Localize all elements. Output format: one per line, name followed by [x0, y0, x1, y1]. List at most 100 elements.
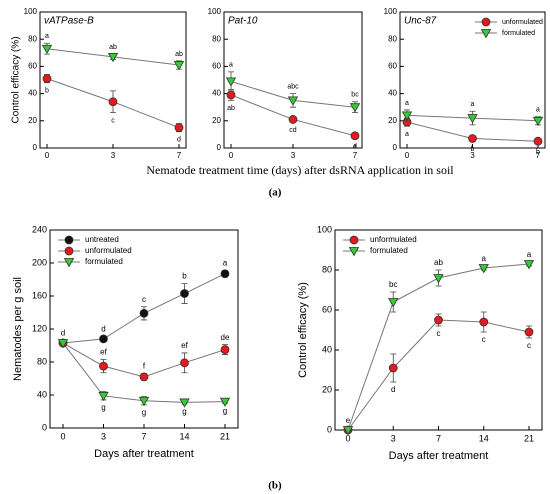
significance-label: a	[405, 131, 409, 138]
significance-label: abc	[287, 83, 299, 90]
marker	[138, 396, 150, 407]
marker	[173, 61, 185, 71]
y-tick-label: 0	[327, 424, 332, 434]
marker	[107, 52, 119, 63]
y-tick-label: 100	[208, 7, 222, 16]
significance-label: e	[346, 416, 351, 425]
significance-label: d	[391, 385, 395, 394]
marker	[98, 391, 109, 402]
x-tick-label: 0	[229, 151, 234, 160]
marker	[180, 358, 189, 368]
marker	[533, 136, 543, 146]
significance-label: a	[405, 100, 409, 107]
series-line	[62, 342, 226, 378]
chart-title: Unc-87	[404, 16, 437, 27]
y-tick-label: 80	[28, 34, 37, 43]
x-tick-label: 7	[353, 151, 358, 160]
x-tick-label: 7	[141, 431, 146, 441]
marker	[42, 74, 52, 84]
x-tick-label: 7	[177, 151, 182, 160]
x-tick-label: 3	[111, 151, 116, 160]
marker	[180, 289, 189, 298]
panel-label: (b)	[268, 480, 282, 492]
significance-label: a	[45, 33, 49, 40]
significance-label: ab	[434, 258, 443, 267]
y-tick-label: 40	[322, 344, 332, 354]
legend-label: unformulated	[85, 246, 132, 255]
series-line	[347, 263, 530, 431]
y-tick-label: 20	[28, 116, 37, 125]
marker	[179, 398, 190, 408]
significance-label: a	[229, 62, 233, 69]
chart-title: vATPase-B	[44, 16, 94, 27]
y-tick-label: 0	[217, 143, 222, 152]
marker	[468, 134, 477, 143]
x-tick-label: 14	[479, 433, 489, 443]
y-tick-label: 0	[393, 143, 398, 152]
chart-title: Pat-10	[228, 16, 258, 27]
x-tick-label: 3	[391, 433, 396, 443]
significance-label: f	[143, 362, 146, 371]
legend-label: formulated	[502, 30, 535, 37]
marker	[480, 29, 492, 39]
significance-label: bc	[351, 92, 359, 99]
marker	[64, 246, 74, 256]
significance-label: b	[471, 146, 475, 153]
y-tick-label: 100	[384, 7, 398, 16]
plot-frame	[39, 11, 187, 149]
x-tick-label: 21	[524, 433, 534, 443]
marker	[401, 111, 413, 121]
x-tick-label: 3	[291, 151, 296, 160]
marker	[108, 97, 118, 107]
significance-label: cd	[289, 127, 297, 134]
marker	[350, 131, 360, 141]
y-tick-label: 20	[212, 116, 221, 125]
marker	[174, 123, 184, 132]
y-tick-label: 40	[28, 89, 37, 98]
x-tick-label: 3	[101, 431, 106, 441]
significance-label: c	[142, 295, 146, 304]
legend-label: unformulated	[502, 19, 543, 26]
marker	[41, 44, 53, 55]
marker	[532, 116, 544, 127]
y-axis-label: Nematodes per g soil	[12, 277, 24, 381]
x-tick-label: 7	[436, 433, 441, 443]
x-tick-label: 7	[536, 151, 541, 160]
y-tick-label: 20	[322, 384, 332, 394]
marker	[220, 345, 230, 355]
x-tick-label: 14	[179, 431, 189, 441]
significance-label: c	[482, 335, 486, 344]
y-tick-label: 60	[212, 62, 221, 71]
y-tick-label: 100	[317, 224, 332, 234]
y-tick-label: 40	[212, 89, 221, 98]
y-tick-label: 80	[37, 356, 47, 366]
significance-label: c	[111, 117, 115, 124]
marker	[467, 114, 478, 124]
x-tick-label: 0	[405, 151, 410, 160]
marker	[433, 274, 444, 284]
significance-label: ef	[181, 341, 188, 350]
significance-label: g	[223, 406, 227, 415]
marker	[226, 90, 236, 100]
y-tick-label: 100	[24, 7, 38, 16]
y-tick-label: 0	[42, 422, 47, 432]
x-tick-label: 0	[45, 151, 50, 160]
significance-label: b	[182, 272, 187, 281]
y-axis-label: Control efficacy (%)	[11, 36, 22, 123]
significance-label: a	[536, 107, 540, 114]
significance-label: a	[223, 259, 228, 268]
y-tick-label: 40	[37, 389, 47, 399]
significance-label: c	[527, 341, 531, 350]
significance-label: de	[221, 333, 230, 342]
y-tick-label: 160	[32, 290, 47, 300]
y-tick-label: 240	[32, 224, 47, 234]
marker	[523, 260, 535, 270]
legend-label: formulated	[85, 257, 123, 266]
significance-label: c	[437, 329, 441, 338]
significance-label: a	[482, 254, 487, 263]
marker	[220, 269, 230, 279]
significance-label: ef	[100, 348, 107, 357]
y-tick-label: 120	[32, 323, 47, 333]
legend-label: unformulated	[370, 235, 417, 244]
